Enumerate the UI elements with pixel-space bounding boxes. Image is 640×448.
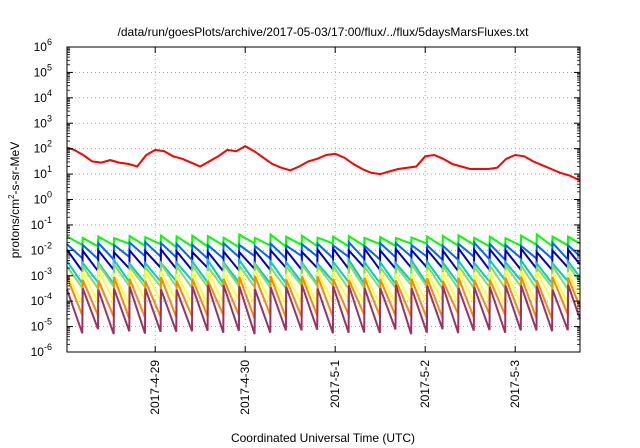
series-line-4 — [66, 245, 581, 275]
x-tick-label: 2017-4-29 — [148, 360, 162, 415]
series-line-7 — [66, 268, 581, 306]
y-tick-label: 103 — [34, 113, 52, 130]
chart-axes — [66, 46, 581, 353]
y-tick-label: 10-1 — [31, 215, 52, 232]
x-axis-label: Coordinated Universal Time (UTC) — [231, 431, 415, 445]
x-tick-label: 2017-4-30 — [238, 360, 252, 415]
y-tick-label: 104 — [34, 88, 52, 105]
x-tick-label: 2017-5-1 — [328, 360, 342, 408]
y-tick-label: 10-4 — [31, 291, 52, 308]
series-line-9 — [66, 284, 581, 335]
series-line-2 — [66, 232, 581, 249]
series-layer — [66, 144, 581, 335]
series-line-6 — [66, 260, 581, 293]
y-tick-label: 10-5 — [31, 317, 52, 334]
y-tick-label: 105 — [34, 62, 52, 79]
y-tick-label: 10-2 — [31, 240, 52, 257]
x-tick-label: 2017-5-3 — [508, 360, 522, 408]
y-tick-label: 101 — [34, 164, 52, 181]
series-line-1 — [66, 144, 581, 182]
plot-frame — [66, 46, 581, 353]
y-tick-label: 100 — [34, 190, 52, 207]
y-axis-label: protons/cm2-s-sr-MeV — [7, 142, 22, 258]
y-tick-label: 10-6 — [31, 342, 52, 359]
x-tick-label: 2017-5-2 — [418, 360, 432, 408]
series-line-5 — [66, 256, 581, 288]
series-line-3 — [66, 239, 581, 263]
y-tick-labels: 10-6 10-5 10-4 10-3 10-2 10-1 100 101 102 103 104 1… — [31, 37, 52, 359]
y-tick-label: 106 — [34, 37, 52, 54]
chart-title: /data/run/goesPlots/archive/2017-05-03/1… — [118, 25, 530, 39]
series-line-8 — [66, 275, 581, 320]
y-tick-label: 102 — [34, 139, 52, 156]
x-tick-labels: 2017-4-29 2017-4-30 2017-5-1 2017-5-2 2017-5… — [148, 360, 522, 415]
y-tick-label: 10-3 — [31, 266, 52, 283]
